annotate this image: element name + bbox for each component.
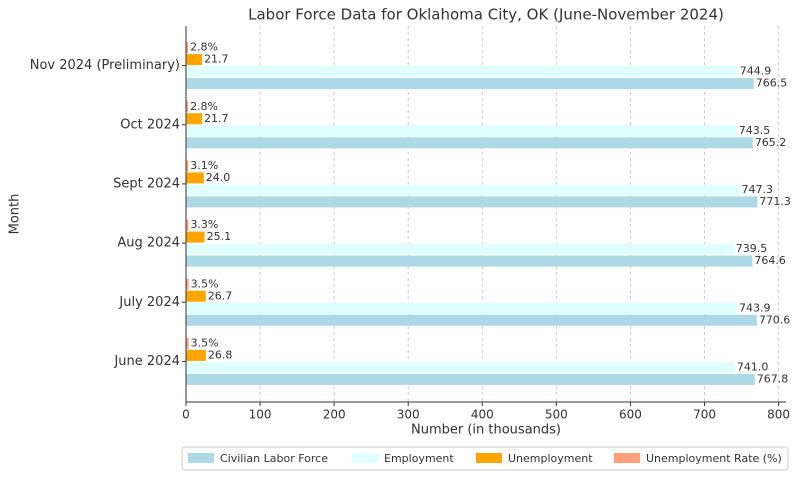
legend-label: Civilian Labor Force [220, 452, 328, 465]
value-label: 766.5 [756, 77, 788, 90]
legend-label: Employment [384, 452, 454, 465]
value-label: 741.0 [737, 360, 769, 373]
x-tick-label: 100 [249, 408, 272, 422]
y-axis-label: Month [8, 194, 23, 235]
value-label: 21.7 [204, 53, 229, 66]
legend-swatch [614, 453, 640, 463]
value-label: 739.5 [736, 242, 768, 255]
y-tick-label: Sept 2024 [113, 176, 180, 191]
bar [186, 337, 189, 349]
bar [186, 78, 754, 90]
bar [186, 137, 753, 149]
value-label: 3.1% [190, 159, 218, 172]
legend-swatch [188, 453, 214, 463]
bar [186, 231, 205, 243]
legend-label: Unemployment Rate (%) [646, 452, 782, 465]
bar [186, 66, 738, 78]
bar [186, 255, 753, 267]
value-label: 2.8% [190, 100, 218, 113]
y-tick-label: June 2024 [113, 354, 180, 369]
value-label: 767.8 [757, 372, 789, 385]
value-label: 25.1 [207, 230, 232, 243]
bar [186, 172, 204, 184]
chart-title: Labor Force Data for Oklahoma City, OK (… [248, 6, 724, 24]
bar [186, 243, 734, 255]
bar [186, 42, 189, 54]
y-tick-label: Nov 2024 (Preliminary) [30, 58, 180, 73]
bar [186, 54, 203, 66]
value-label: 744.9 [740, 65, 772, 78]
bar [186, 125, 737, 137]
bar [186, 314, 757, 326]
x-axis-label: Number (in thousands) [411, 423, 561, 438]
bar [186, 113, 203, 125]
bar [186, 349, 206, 361]
value-label: 3.5% [191, 336, 219, 349]
x-tick-label: 500 [545, 408, 568, 422]
value-label: 743.5 [739, 124, 771, 137]
x-tick-label: 800 [767, 408, 790, 422]
value-label: 764.6 [754, 254, 786, 267]
x-tick-label: 600 [619, 408, 642, 422]
bar [186, 184, 740, 196]
value-label: 26.8 [208, 348, 233, 361]
value-label: 765.2 [755, 136, 787, 149]
legend-swatch [352, 453, 378, 463]
value-label: 3.5% [191, 277, 219, 290]
value-label: 747.3 [742, 183, 774, 196]
bar [186, 361, 735, 373]
bar [186, 196, 758, 208]
value-label: 26.7 [208, 289, 233, 302]
legend-label: Unemployment [508, 452, 593, 465]
bar [186, 278, 189, 290]
bar [186, 101, 189, 113]
x-tick-label: 200 [323, 408, 346, 422]
x-tick-label: 700 [693, 408, 716, 422]
bar [186, 290, 206, 302]
y-tick-label: July 2024 [118, 295, 180, 310]
y-tick-label: Aug 2024 [117, 236, 180, 251]
x-tick-label: 300 [397, 408, 420, 422]
value-label: 770.6 [759, 313, 791, 326]
x-tick-label: 400 [471, 408, 494, 422]
x-tick-label: 0 [182, 408, 190, 422]
bar [186, 302, 738, 314]
legend-swatch [476, 453, 502, 463]
bar [186, 219, 189, 231]
value-label: 24.0 [206, 171, 231, 184]
value-label: 3.3% [190, 218, 218, 231]
y-tick-label: Oct 2024 [120, 117, 180, 132]
bar [186, 160, 189, 172]
value-label: 771.3 [759, 195, 791, 208]
value-label: 21.7 [204, 112, 229, 125]
value-label: 2.8% [190, 41, 218, 54]
value-label: 743.9 [739, 301, 771, 314]
bar [186, 373, 755, 385]
